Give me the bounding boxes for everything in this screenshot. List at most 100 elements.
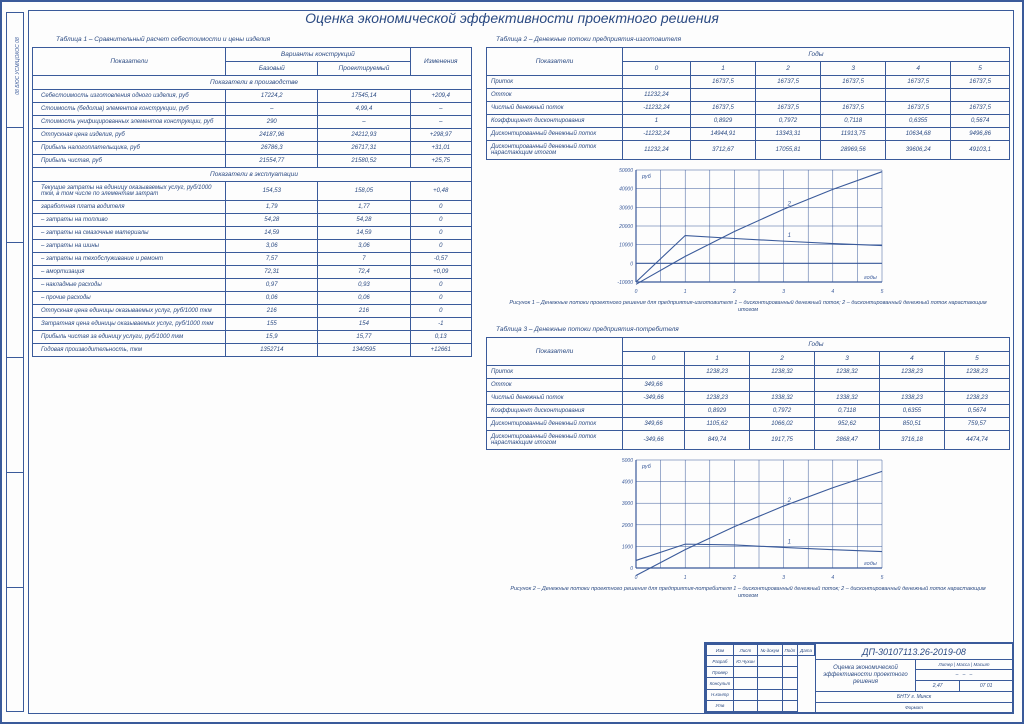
table-cell: 850,51 bbox=[880, 418, 945, 431]
svg-text:руб: руб bbox=[641, 174, 652, 180]
chart2-note: Рисунок 2 – Денежные потоки проектного р… bbox=[506, 586, 990, 600]
table-cell: 0,97 bbox=[226, 279, 318, 292]
year-head: 0 bbox=[622, 62, 690, 76]
table-cell: – затраты на шины bbox=[33, 240, 226, 253]
table-cell: 1238,23 bbox=[944, 392, 1009, 405]
table-cell bbox=[821, 89, 886, 102]
table-cell: 0,13 bbox=[410, 331, 471, 344]
table-cell: 0,5674 bbox=[951, 115, 1010, 128]
table-cell: 2868,47 bbox=[815, 431, 880, 450]
table-cell: -349,66 bbox=[622, 392, 684, 405]
table-cell: Стоимость (бедолив) элементов конструкци… bbox=[33, 103, 226, 116]
chart-svg: 12010002000300040005000012345рубгоды bbox=[608, 456, 888, 582]
table-cell: Отток bbox=[487, 379, 623, 392]
table-cell: +0,09 bbox=[410, 266, 471, 279]
table-cell: 16737,5 bbox=[951, 102, 1010, 115]
table-cell: Приток bbox=[487, 76, 623, 89]
chart2: 12010002000300040005000012345рубгоды bbox=[608, 456, 888, 582]
table-cell: 21580,52 bbox=[318, 155, 410, 168]
table-cell: 1340595 bbox=[318, 344, 410, 357]
table-cell: 21554,77 bbox=[226, 155, 318, 168]
table-cell: 16737,5 bbox=[756, 76, 821, 89]
left-binding-strip: 08 БЮС УCM/ЦОКОС 08 bbox=[6, 12, 24, 712]
svg-text:годы: годы bbox=[864, 275, 877, 281]
stamp-desc: Оценка экономической эффективности проек… bbox=[816, 660, 916, 692]
table-cell: -11232,24 bbox=[622, 102, 690, 115]
table-cell: 16737,5 bbox=[821, 76, 886, 89]
t1-h-izm: Изменения bbox=[410, 48, 471, 76]
t1-h-proj: Проектируемый bbox=[318, 62, 410, 76]
table-cell: 0,7972 bbox=[750, 405, 815, 418]
table-cell: 17055,81 bbox=[756, 141, 821, 160]
svg-text:3: 3 bbox=[782, 575, 785, 581]
table-cell: 16737,5 bbox=[756, 102, 821, 115]
svg-text:2: 2 bbox=[732, 289, 736, 295]
year-head: 3 bbox=[821, 62, 886, 76]
svg-text:0: 0 bbox=[635, 289, 638, 295]
table-cell: 1338,23 bbox=[880, 392, 945, 405]
table-cell: 3716,18 bbox=[880, 431, 945, 450]
table-cell: 3,06 bbox=[226, 240, 318, 253]
svg-text:50000: 50000 bbox=[619, 168, 633, 174]
table-cell: 216 bbox=[318, 305, 410, 318]
table-cell: Чистый денежный поток bbox=[487, 392, 623, 405]
table-cell: Затратная цена единицы оказываемых услуг… bbox=[33, 318, 226, 331]
table-cell: 0 bbox=[410, 201, 471, 214]
table-cell: 0,93 bbox=[318, 279, 410, 292]
chart1: 12-1000001000020000300004000050000012345… bbox=[608, 166, 888, 296]
table-cell: 290 bbox=[226, 116, 318, 129]
svg-text:1: 1 bbox=[788, 540, 791, 546]
table-cell: 26786,3 bbox=[226, 142, 318, 155]
table-cell: 4,99,4 bbox=[318, 103, 410, 116]
table-cell: 1352714 bbox=[226, 344, 318, 357]
table-cell: 28969,56 bbox=[821, 141, 886, 160]
table-cell: 155 bbox=[226, 318, 318, 331]
table-cell: -349,66 bbox=[622, 431, 684, 450]
year-head: 5 bbox=[944, 352, 1009, 366]
chart1-note: Рисунок 1 – Денежные потоки проектного р… bbox=[506, 300, 990, 314]
drawing-sheet: 08 БЮС УCM/ЦОКОС 08 Оценка экономической… bbox=[0, 0, 1024, 724]
svg-text:годы: годы bbox=[864, 561, 877, 567]
table-cell: 0 bbox=[410, 305, 471, 318]
table-cell: 1917,75 bbox=[750, 431, 815, 450]
svg-text:10000: 10000 bbox=[619, 243, 633, 249]
table-cell bbox=[622, 405, 684, 418]
table-cell: 3712,67 bbox=[690, 141, 755, 160]
svg-text:5: 5 bbox=[881, 575, 884, 581]
table1-caption: Таблица 1 – Сравнительный расчет себесто… bbox=[56, 36, 472, 43]
table-cell: 0 bbox=[410, 227, 471, 240]
table-cell: 11913,75 bbox=[821, 128, 886, 141]
table-cell: 72,31 bbox=[226, 266, 318, 279]
table-cell: 17545,14 bbox=[318, 90, 410, 103]
table-cell: +25,75 bbox=[410, 155, 471, 168]
table-cell: Отпускная цена изделия, руб bbox=[33, 129, 226, 142]
svg-text:1: 1 bbox=[684, 289, 687, 295]
svg-text:5000: 5000 bbox=[622, 458, 633, 464]
table-cell: 39606,24 bbox=[886, 141, 951, 160]
table-cell: 16737,5 bbox=[951, 76, 1010, 89]
table-cell: 0,7118 bbox=[821, 115, 886, 128]
svg-text:3: 3 bbox=[782, 289, 785, 295]
svg-text:руб: руб bbox=[641, 464, 652, 470]
left-column: Таблица 1 – Сравнительный расчет себесто… bbox=[32, 32, 472, 642]
table-cell: 15,9 bbox=[226, 331, 318, 344]
table-cell: 9496,86 bbox=[951, 128, 1010, 141]
svg-text:2: 2 bbox=[787, 498, 792, 504]
table-cell: +0,48 bbox=[410, 182, 471, 201]
table-cell: 13343,31 bbox=[756, 128, 821, 141]
svg-text:20000: 20000 bbox=[618, 224, 633, 230]
table-cell: 7,57 bbox=[226, 253, 318, 266]
year-head: 3 bbox=[815, 352, 880, 366]
table3: Показатели Годы 012345 Приток1238,231238… bbox=[486, 337, 1010, 450]
table-cell: 216 bbox=[226, 305, 318, 318]
t2-h-gody: Годы bbox=[622, 48, 1009, 62]
t1-h-pokazateli: Показатели bbox=[33, 48, 226, 76]
table-cell: – bbox=[318, 116, 410, 129]
table-cell: Дисконтированный денежный поток нарастаю… bbox=[487, 431, 623, 450]
table-cell: 0,7972 bbox=[756, 115, 821, 128]
table-cell: Текущие затраты на единицу оказываемых у… bbox=[33, 182, 226, 201]
t3-h-pokaz: Показатели bbox=[487, 338, 623, 366]
table-cell: 16737,5 bbox=[690, 76, 755, 89]
table-cell: 72,4 bbox=[318, 266, 410, 279]
t2-h-pokaz: Показатели bbox=[487, 48, 623, 76]
